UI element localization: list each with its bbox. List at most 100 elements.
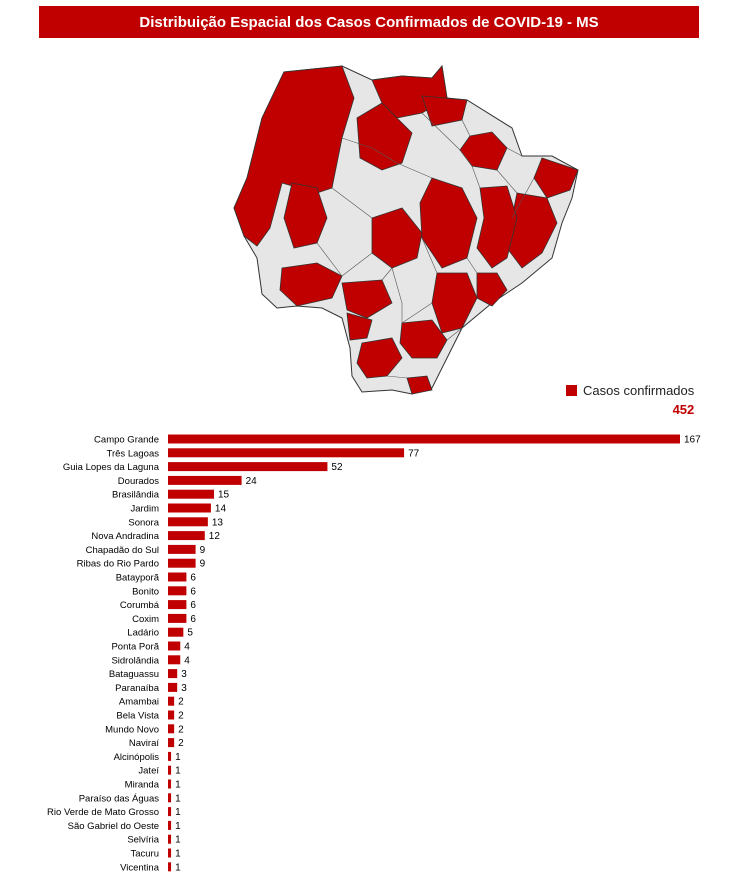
bar-category-label: Alcinópolis [114,752,160,763]
bar-category-label: Amambai [119,697,159,708]
bar-value-label: 2 [178,724,184,735]
legend-entry: Casos confirmados [566,383,694,398]
bar-category-label: Dourados [118,476,159,487]
bar-value-label: 9 [200,559,206,570]
bar-value-label: 4 [184,655,190,666]
bar-category-label: Bataguassu [109,669,159,680]
bar [168,558,196,568]
bar-category-label: Brasilândia [112,490,160,501]
bar-value-label: 3 [181,683,187,694]
bar [168,586,187,596]
bar [168,710,175,720]
bar-category-label: Batayporã [116,573,160,584]
bar [168,448,405,458]
bar-category-label: Naviraí [129,738,159,749]
map-region-bataypora [476,272,508,307]
bar-category-label: Jateí [138,766,159,777]
bar-value-label: 1 [175,835,181,846]
bar [168,531,205,541]
bar-category-label: Ponta Porã [111,642,159,653]
bar [168,682,178,692]
bar-category-label: Ribas do Rio Pardo [77,559,159,570]
bar [168,462,328,472]
bar [168,765,172,775]
bar-value-label: 9 [200,545,206,556]
bar-value-label: 6 [190,614,196,625]
bar-category-label: Bela Vista [116,711,159,722]
map-region-brasilandia [476,185,518,269]
map-borders [316,112,535,379]
bar-value-label: 6 [190,586,196,597]
bar-value-label: 1 [175,862,181,873]
bar [168,475,242,485]
map-region-guia-lopes [346,312,373,341]
map-region-nova-andradina [431,272,478,334]
bar [168,724,175,734]
bar [168,862,172,872]
bar-category-label: Ladário [127,628,159,639]
bar-category-label: Mundo Novo [105,724,159,735]
bar [168,641,181,651]
bar-chart: Campo Grande 167 Três Lagoas 77 Guia Lopes d… [47,434,701,873]
bar-category-label: Selvíria [127,835,159,846]
bar [168,503,211,513]
map-region-mundo-novo [406,375,433,395]
bar-category-label: Três Lagoas [107,448,160,459]
bar-value-label: 6 [190,600,196,611]
map-svg [233,64,579,395]
map-region-paranaiba [533,157,579,199]
legend-label: Casos confirmados [583,383,695,398]
map-region-dourados [399,319,448,359]
bar-category-label: Sidrolândia [111,655,159,666]
bar-value-label: 2 [178,738,184,749]
bar-value-label: 167 [684,435,701,446]
bar-category-label: Coxim [132,614,159,625]
bar-category-label: Nova Andradina [91,531,159,542]
bar-value-label: 14 [215,504,227,515]
bar-category-label: Chapadão do Sul [86,545,159,556]
bar-category-label: Guia Lopes da Laguna [63,462,160,473]
bar [168,489,214,499]
bar [168,655,181,665]
map-region-coxim [356,102,413,171]
bar [168,779,172,789]
bar-value-label: 52 [331,462,343,473]
bar-category-label: Campo Grande [94,435,159,446]
map-legend: Casos confirmados 452 [566,383,694,417]
bar [168,848,172,858]
bar-value-label: 2 [178,697,184,708]
chart-title: Distribuição Espacial dos Casos Confirma… [39,6,699,38]
bar-category-label: Jardim [130,504,159,515]
legend-total: 452 [672,402,695,417]
bar [168,517,208,527]
bar-value-label: 1 [175,807,181,818]
legend-swatch [566,385,577,396]
bar-category-label: Rio Verde de Mato Grosso [47,807,159,818]
bar [168,627,184,637]
bar-value-label: 13 [212,517,224,528]
bar-value-label: 24 [246,476,258,487]
bar [168,751,172,761]
bar-category-label: Bonito [132,586,159,597]
bar-value-label: 12 [209,531,221,542]
bar [168,613,187,623]
bar-value-label: 77 [408,448,420,459]
bar-category-label: Tacuru [130,849,159,860]
bar [168,793,172,803]
bar-category-label: Vicentina [120,862,160,873]
map-affected-regions [233,65,579,395]
bar-category-label: Miranda [125,780,160,791]
bar [168,696,175,706]
bar-category-label: Sonora [128,517,159,528]
map-region-ribas [419,177,478,269]
bar [168,834,172,844]
map-region-jardim [279,262,343,307]
bar-value-label: 1 [175,849,181,860]
bar [168,807,172,817]
bar-value-label: 15 [218,490,230,501]
bar [168,600,187,610]
bar [168,738,175,748]
bar-value-label: 1 [175,821,181,832]
bar-value-label: 1 [175,780,181,791]
bar-value-label: 2 [178,711,184,722]
